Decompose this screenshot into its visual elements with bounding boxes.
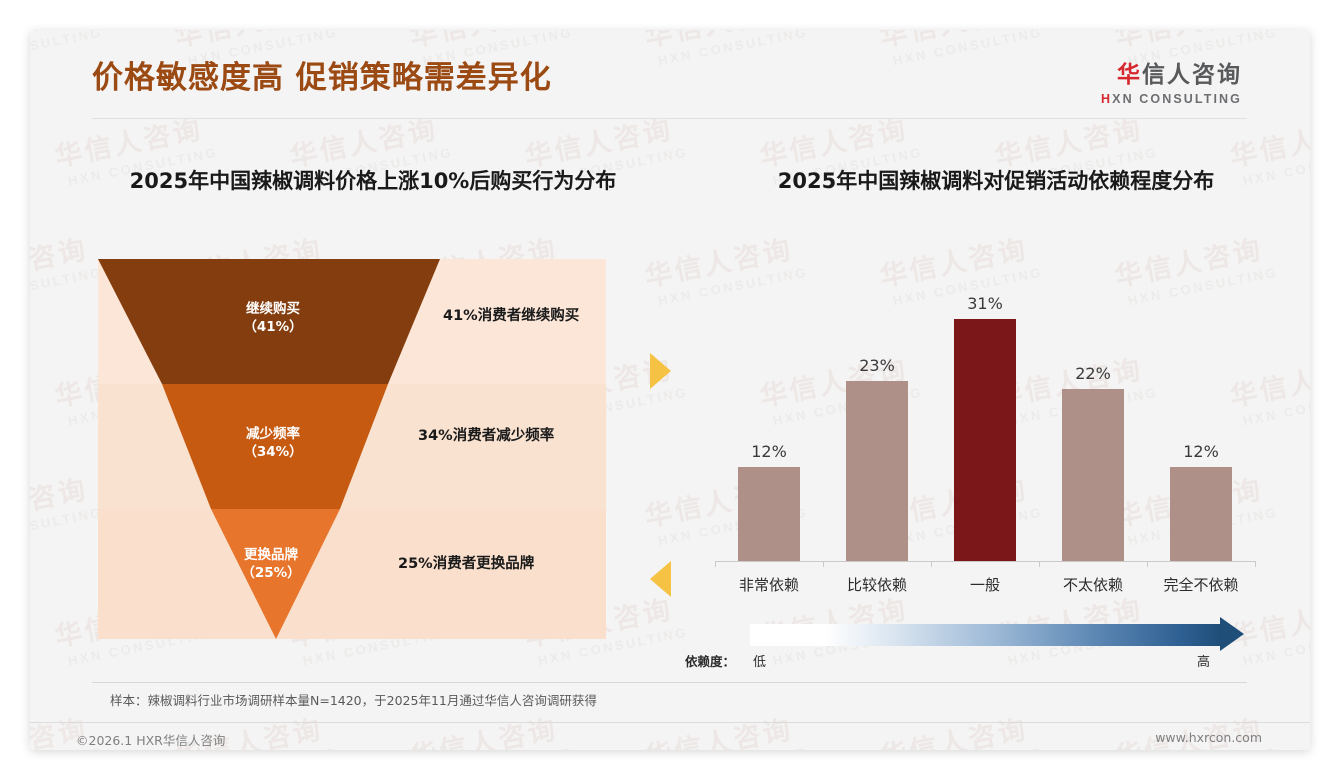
bar-plot-area: 12% 23% 31% 22% 12% <box>715 280 1255 561</box>
bar-value-label: 31% <box>967 294 1003 314</box>
funnel-annotation-continue: 41%消费者继续购买 <box>443 308 580 324</box>
funnel-label-continue: 继续购买 （41%） <box>243 301 303 335</box>
funnel-shape <box>98 259 440 639</box>
logo-chinese: 华信人咨询 <box>1101 55 1242 89</box>
bar-column: 12% <box>1170 280 1232 561</box>
bar-value-label: 22% <box>1075 364 1111 384</box>
bar-normal <box>738 467 800 561</box>
funnel-segment-reduce <box>162 384 388 509</box>
bar-value-label: 12% <box>1183 442 1219 462</box>
bar-highlighted <box>954 319 1016 561</box>
right-chart-subtitle: 2025年中国辣椒调料对促销活动依赖程度分布 <box>777 169 1215 193</box>
bar-column: 12% <box>738 280 800 561</box>
funnel-annotation-reduce: 34%消费者减少频率 <box>418 428 555 444</box>
bar-normal <box>846 381 908 561</box>
axis-tick <box>1255 561 1256 567</box>
axis-tick <box>931 561 932 567</box>
triangle-right-icon <box>650 353 671 389</box>
logo-chinese-rest: 信人咨询 <box>1142 62 1242 88</box>
source-note: 样本：辣椒调料行业市场调研样本量N=1420，于2025年11月通过华信人咨询调… <box>110 693 597 708</box>
funnel-band-3 <box>98 509 606 639</box>
legend-title: 依赖度： <box>685 654 736 669</box>
bar-normal <box>1170 467 1232 561</box>
bar-value-label: 12% <box>751 442 787 462</box>
funnel-segment-continue <box>98 259 440 384</box>
bar-chart: 12% 23% 31% 22% 12% 非常依赖 比较依赖 一般 不太依赖 完全不依赖 <box>685 280 1265 600</box>
bar-column: 23% <box>846 280 908 561</box>
company-logo: 华信人咨询 HXN CONSULTING <box>1101 55 1242 106</box>
logo-english: HXN CONSULTING <box>1101 92 1242 106</box>
bar-category-label: 不太依赖 <box>1062 576 1123 594</box>
bar-category-label: 非常依赖 <box>738 576 799 594</box>
axis-tick <box>1039 561 1040 567</box>
funnel-label-reduce: 减少频率 （34%） <box>243 426 303 460</box>
left-chart-subtitle: 2025年中国辣椒调料价格上涨10%后购买行为分布 <box>129 169 617 193</box>
logo-english-rest: XN CONSULTING <box>1112 92 1242 106</box>
triangle-left-icon <box>650 561 671 597</box>
page-title: 价格敏感度高 促销策略需差异化 <box>92 60 552 96</box>
footer-website: www.hxrcon.com <box>1155 730 1262 745</box>
header-divider <box>92 118 1247 119</box>
funnel-label-switch: 更换品牌 （25%） <box>241 547 301 581</box>
bar-category-label: 完全不依赖 <box>1163 576 1239 594</box>
bar-axis-line <box>715 561 1255 562</box>
axis-tick <box>1147 561 1148 567</box>
bar-column: 22% <box>1062 280 1124 561</box>
legend-high-label: 高 <box>1197 655 1211 670</box>
bar-normal <box>1062 389 1124 561</box>
axis-tick <box>823 561 824 567</box>
footer-divider <box>30 722 1310 723</box>
source-divider <box>92 682 1247 683</box>
dependency-gradient-legend: 依赖度： 低 高 <box>685 617 1265 680</box>
bar-category-label: 比较依赖 <box>846 576 907 594</box>
funnel-chart: 继续购买 （41%） 减少频率 （34%） 更换品牌 （25%） 41%消费者继续购买… <box>98 259 606 639</box>
axis-tick <box>715 561 716 567</box>
logo-english-highlight: H <box>1101 92 1113 106</box>
legend-low-label: 低 <box>753 655 767 670</box>
funnel-segment-switch <box>211 509 340 639</box>
bar-column: 31% <box>954 280 1016 561</box>
bar-category-label: 一般 <box>969 576 1000 594</box>
gradient-bar <box>750 624 1220 646</box>
footer-copyright: ©2026.1 HXR华信人咨询 <box>76 733 226 748</box>
bar-value-label: 23% <box>859 356 895 376</box>
funnel-annotation-switch: 25%消费者更换品牌 <box>398 556 535 572</box>
slide-header: 价格敏感度高 促销策略需差异化 华信人咨询 HXN CONSULTING <box>30 30 1310 120</box>
gradient-arrow-head-icon <box>1220 617 1244 651</box>
logo-chinese-highlight: 华 <box>1117 62 1142 88</box>
